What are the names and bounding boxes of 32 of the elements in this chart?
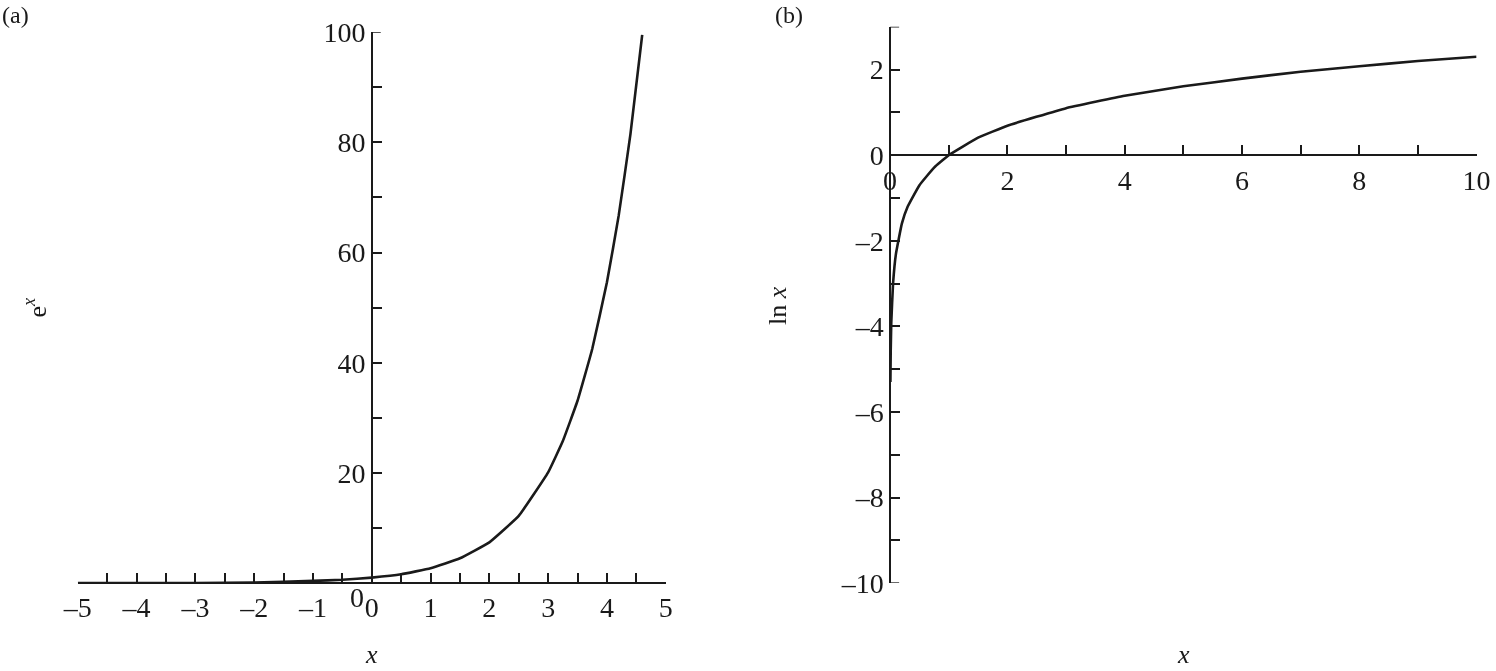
x-axis-title: x xyxy=(365,640,378,669)
x-tick-label: –2 xyxy=(239,592,269,624)
y-tick-label: 2 xyxy=(869,54,884,86)
x-tick-label: –5 xyxy=(62,592,92,624)
y-tick-label: 0 xyxy=(869,140,884,172)
x-tick-label: 8 xyxy=(1352,164,1367,196)
y-tick-label: 80 xyxy=(337,127,366,159)
x-tick-label: –1 xyxy=(297,592,327,624)
x-axis-title: x xyxy=(1177,640,1190,669)
x-tick-label: 2 xyxy=(1000,164,1015,196)
x-tick-label: 4 xyxy=(1117,164,1132,196)
x-tick-label: 4 xyxy=(599,592,614,624)
y-tick-label: –4 xyxy=(854,311,884,343)
y-tick-label: –10 xyxy=(840,567,884,599)
y-tick-label: 40 xyxy=(337,347,366,379)
y-tick-label: –6 xyxy=(854,396,884,428)
x-tick-label: 3 xyxy=(541,592,556,624)
x-tick-label: 5 xyxy=(658,592,673,624)
y-tick-label: 100 xyxy=(323,17,366,49)
y-tick-label: 60 xyxy=(337,237,366,269)
x-tick-label: 1 xyxy=(423,592,438,624)
y-axis-title: ln x xyxy=(762,286,792,325)
chart-title: (a) xyxy=(2,2,29,28)
x-tick-label: 2 xyxy=(482,592,497,624)
y-tick-label: 20 xyxy=(337,457,366,489)
x-tick-label: –3 xyxy=(180,592,210,624)
y-tick-label: –8 xyxy=(854,482,884,514)
x-tick-label: 10 xyxy=(1462,164,1491,196)
x-tick-label: 6 xyxy=(1234,164,1249,196)
chart-title: (b) xyxy=(775,2,803,28)
y-tick-label: –2 xyxy=(854,225,884,257)
x-tick-label: –4 xyxy=(121,592,151,624)
